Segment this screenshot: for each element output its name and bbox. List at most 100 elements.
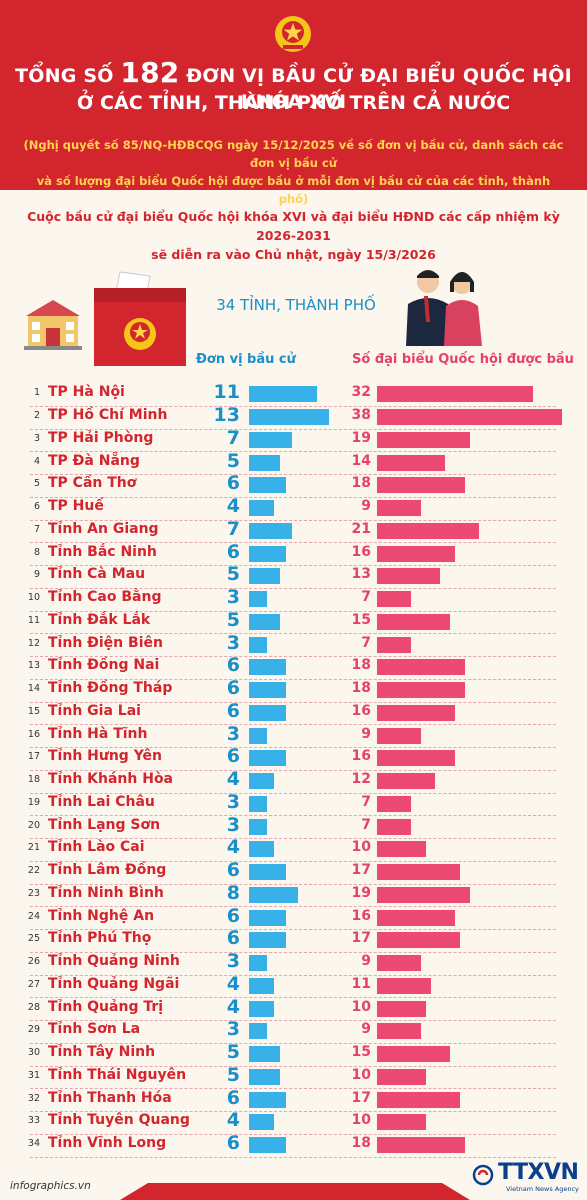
delegates-label: 17 xyxy=(351,862,371,879)
delegates-bar xyxy=(377,386,533,403)
units-label: 3 xyxy=(226,722,240,745)
row-separator xyxy=(30,1133,556,1135)
row-separator xyxy=(30,997,556,999)
row-index: 19 xyxy=(27,796,40,808)
row-separator xyxy=(30,1088,556,1090)
row-name: Tỉnh Tuyên Quang xyxy=(48,1112,190,1129)
delegates-label: 15 xyxy=(351,611,371,628)
delegates-label: 16 xyxy=(351,748,371,765)
row-index: 16 xyxy=(27,728,40,740)
row-index: 18 xyxy=(27,774,40,786)
national-emblem-icon xyxy=(275,16,311,52)
row-separator xyxy=(30,929,556,930)
row-name: Tỉnh Bắc Ninh xyxy=(48,543,157,560)
units-bar xyxy=(249,955,268,972)
delegates-bar xyxy=(377,977,431,994)
units-bar xyxy=(249,386,317,403)
units-bar xyxy=(249,727,268,744)
units-label: 4 xyxy=(226,995,240,1018)
delegates-bar xyxy=(377,1000,426,1017)
row-name: Tỉnh Quảng Trị xyxy=(48,998,164,1015)
page-title: TỔNG SỐ 182 ĐƠN VỊ BẦU CỬ ĐẠI BIỂU QUỐC … xyxy=(15,56,572,114)
row-index: 17 xyxy=(27,751,40,763)
row-separator xyxy=(30,747,556,748)
row-name: TP Đà Nẵng xyxy=(48,452,140,469)
units-bar xyxy=(249,1137,286,1154)
units-bar xyxy=(249,613,280,630)
row-separator xyxy=(30,496,556,498)
row-separator xyxy=(30,883,556,885)
units-label: 5 xyxy=(226,563,240,586)
row-index: 12 xyxy=(27,637,40,649)
delegates-label: 12 xyxy=(351,771,371,788)
units-bar xyxy=(249,477,286,494)
row-separator xyxy=(30,451,556,453)
election-intro: Cuộc bầu cử đại biểu Quốc hội khóa XVI v… xyxy=(27,209,560,262)
delegates-label: 18 xyxy=(351,657,371,674)
units-label: 3 xyxy=(226,631,240,654)
row-separator xyxy=(30,724,556,726)
units-label: 7 xyxy=(226,426,240,449)
units-label: 6 xyxy=(226,927,240,950)
units-bar xyxy=(249,636,268,653)
units-label: 3 xyxy=(226,790,240,813)
row-name: TP Hải Phòng xyxy=(48,429,154,446)
row-index: 21 xyxy=(27,842,40,854)
units-label: 6 xyxy=(226,699,240,722)
row-index: 32 xyxy=(27,1092,40,1104)
units-bar xyxy=(249,659,286,676)
units-bar xyxy=(249,1068,280,1085)
delegates-label: 10 xyxy=(351,1112,371,1129)
delegates-bar xyxy=(377,795,412,812)
row-index: 27 xyxy=(27,978,40,990)
delegates-illustration xyxy=(406,270,482,346)
row-index: 8 xyxy=(33,546,40,558)
row-name: Tỉnh Điện Biên xyxy=(48,634,163,651)
row-name: Tỉnh Quảng Ninh xyxy=(48,953,180,970)
delegates-bar xyxy=(377,955,421,972)
row-index: 9 xyxy=(33,569,40,581)
row-separator xyxy=(30,974,556,976)
row-separator xyxy=(30,951,556,953)
units-bar xyxy=(249,1000,274,1017)
delegates-bar xyxy=(377,568,441,585)
row-index: 31 xyxy=(27,1069,40,1081)
units-label: 6 xyxy=(226,1132,240,1155)
delegates-bar xyxy=(377,591,412,608)
units-label: 8 xyxy=(226,881,240,904)
column-header-delegates: Số đại biểu Quốc hội được bầu xyxy=(352,352,574,367)
units-bar xyxy=(249,409,329,426)
row-separator xyxy=(30,678,556,680)
row-name: Tỉnh Lâm Đồng xyxy=(48,862,167,879)
row-name: Tỉnh Thái Nguyên xyxy=(48,1066,187,1083)
delegates-bar xyxy=(377,613,451,630)
building-illustration xyxy=(24,300,82,350)
row-separator xyxy=(30,815,556,817)
delegates-label: 7 xyxy=(361,634,371,651)
row-separator xyxy=(30,587,556,589)
units-bar xyxy=(249,545,286,562)
footer: infographics.vn xyxy=(0,1160,587,1200)
row-index: 26 xyxy=(27,956,40,968)
delegates-label: 38 xyxy=(351,407,371,424)
row-index: 2 xyxy=(33,410,40,422)
row-separator xyxy=(30,565,556,566)
units-bar xyxy=(249,522,293,539)
units-label: 6 xyxy=(226,654,240,677)
delegates-bar xyxy=(377,1023,421,1040)
units-label: 4 xyxy=(226,972,240,995)
row-index: 10 xyxy=(27,592,40,604)
delegates-label: 7 xyxy=(361,589,371,606)
row-separator xyxy=(30,405,556,407)
units-label: 3 xyxy=(226,586,240,609)
row-separator xyxy=(30,542,556,544)
units-label: 6 xyxy=(226,677,240,700)
delegates-bar xyxy=(377,659,465,676)
units-label: 5 xyxy=(226,608,240,631)
units-label: 11 xyxy=(213,381,240,404)
delegates-label: 19 xyxy=(351,429,371,446)
units-label: 5 xyxy=(226,1063,240,1086)
units-label: 6 xyxy=(226,540,240,563)
units-bar xyxy=(249,932,286,949)
delegates-bar xyxy=(377,864,460,881)
